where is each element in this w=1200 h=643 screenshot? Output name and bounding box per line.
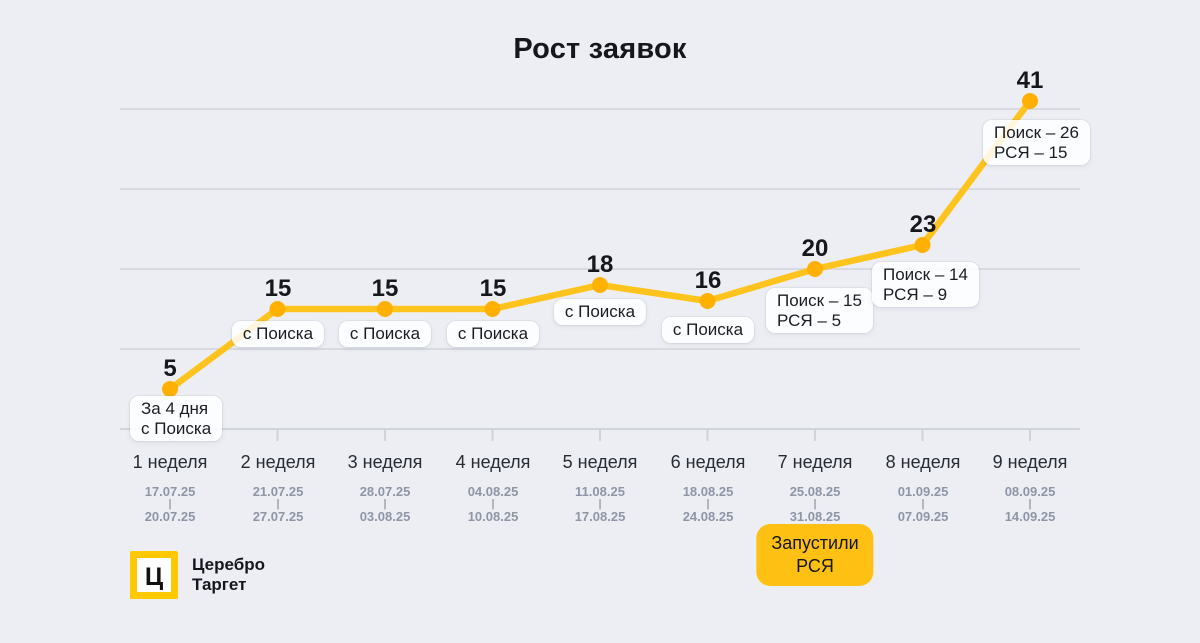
x-axis-week: 8 неделя 01.09.25 | 07.09.25 [885, 452, 961, 524]
point-annotation: с Поиска [553, 299, 647, 325]
point-value: 18 [586, 251, 614, 278]
point-annotation: с Поиска [661, 317, 755, 343]
date-separator: | [598, 498, 602, 510]
x-axis-week: 4 неделя 04.08.25 | 10.08.25 [455, 452, 531, 524]
point-annotation: Поиск – 14 РСЯ – 9 [872, 262, 979, 307]
date-separator: | [491, 498, 495, 510]
point-value: 23 [909, 211, 937, 238]
date-separator: | [1028, 498, 1032, 510]
x-axis-week: 9 неделя 08.09.25 | 14.09.25 [992, 452, 1068, 524]
x-axis-week: 1 неделя 17.07.25 | 20.07.25 [132, 452, 208, 524]
date-separator: | [168, 498, 172, 510]
x-axis-week: 6 неделя 18.08.25 | 24.08.25 [670, 452, 746, 524]
x-axis-week: 3 неделя 28.07.25 | 03.08.25 [347, 452, 423, 524]
event-launched-rsya: Запустили РСЯ [756, 524, 874, 586]
point-annotation: За 4 дня с Поиска [130, 396, 223, 441]
point-value: 15 [371, 275, 399, 302]
cerebro-logo-text: Церебро Таргет [192, 555, 265, 594]
page-title: Рост заявок [513, 33, 687, 65]
point-annotation: с Поиска [231, 321, 325, 347]
point-annotation: с Поиска [338, 321, 432, 347]
date-separator: | [921, 498, 925, 510]
point-annotation: Поиск – 15 РСЯ – 5 [766, 288, 873, 333]
date-separator: | [276, 498, 280, 510]
point-value: 41 [1016, 67, 1044, 94]
x-axis-week: 7 неделя 25.08.25 | 31.08.25 [777, 452, 853, 524]
date-separator: | [706, 498, 710, 510]
x-axis-week: 5 неделя 11.08.25 | 17.08.25 [562, 452, 638, 524]
cerebro-logo-icon: Ц [130, 551, 178, 599]
point-value: 20 [801, 235, 829, 262]
date-separator: | [383, 498, 387, 510]
point-annotation: с Поиска [446, 321, 540, 347]
cerebro-target-logo: Ц Церебро Таргет [130, 551, 265, 599]
point-value: 5 [163, 355, 177, 382]
point-value: 15 [264, 275, 292, 302]
x-axis-week: 2 неделя 21.07.25 | 27.07.25 [240, 452, 316, 524]
date-separator: | [813, 498, 817, 510]
point-value: 15 [479, 275, 507, 302]
point-annotation: Поиск – 26 РСЯ – 15 [983, 120, 1090, 165]
point-value: 16 [694, 267, 722, 294]
